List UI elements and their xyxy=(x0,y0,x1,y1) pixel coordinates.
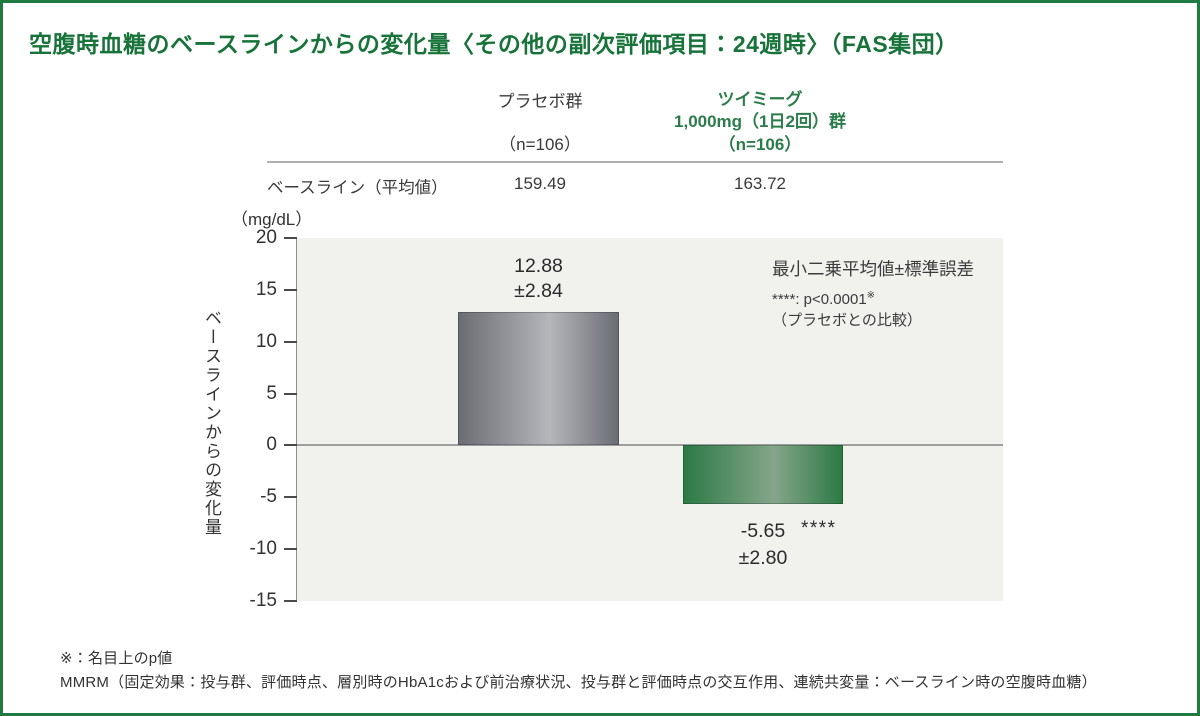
legend-pvalue-sup: ※ xyxy=(866,290,876,301)
twymeeg-bar-value: -5.65 **** xyxy=(683,518,843,545)
y-tick-label: 20 xyxy=(255,227,277,248)
twymeeg-bar xyxy=(683,445,843,505)
baseline-value-twymeeg: 163.72 xyxy=(734,174,786,193)
header-divider xyxy=(267,161,1003,163)
legend-comparison-note: （プラセボとの比較） xyxy=(772,312,922,329)
placebo-bar-value: 12.88 xyxy=(514,255,563,277)
legend-pvalue-text: ****: p<0.0001 xyxy=(772,291,867,308)
column-header-placebo-n: （n=106） xyxy=(499,135,581,154)
y-tick-mark xyxy=(284,340,297,343)
y-tick-mark xyxy=(284,496,297,499)
placebo-bar-label: 12.88 ±2.84 xyxy=(458,254,619,304)
y-tick-mark xyxy=(284,237,297,239)
footnote-mmrm: MMRM（固定効果：投与群、評価時点、層別時のHbA1cおよび前治療状況、投与群… xyxy=(60,674,1097,691)
placebo-bar xyxy=(458,311,619,446)
y-tick-label: -5 xyxy=(260,486,277,508)
y-tick-mark xyxy=(284,600,297,602)
y-tick-mark xyxy=(284,444,297,447)
twymeeg-bar-value-text: -5.65 xyxy=(740,520,786,542)
y-tick-label: -10 xyxy=(249,538,277,560)
y-axis-title: ベースラインからの変化量 xyxy=(202,309,221,537)
y-tick-label: 15 xyxy=(255,278,277,300)
page-title: 空腹時血糖のベースラインからの変化量〈その他の副次評価項目：24週時〉（FAS集… xyxy=(29,31,959,57)
y-tick-mark xyxy=(284,392,297,395)
y-tick-mark xyxy=(284,548,297,551)
baseline-row-label: ベースライン（平均値） xyxy=(267,179,448,197)
zero-baseline xyxy=(297,444,1003,447)
column-header-placebo: プラセボ群 xyxy=(497,92,583,111)
baseline-value-placebo: 159.49 xyxy=(514,174,566,193)
y-tick-label: 10 xyxy=(255,330,277,352)
column-header-twymeeg-dose: 1,000mg（1日2回）群 xyxy=(674,112,846,131)
y-tick-label: -15 xyxy=(249,590,277,611)
column-header-twymeeg-n: （n=106） xyxy=(718,135,802,154)
plot-area: 12.88 ±2.84 -5.65 **** ±2.80 最小二乗平均値±標準誤… xyxy=(250,227,1003,611)
column-header-twymeeg: ツイミーグ xyxy=(717,90,803,109)
y-tick-mark xyxy=(284,288,297,291)
placebo-bar-se: ±2.84 xyxy=(514,280,563,302)
legend-lsmean-note: 最小二乗平均値±標準誤差 xyxy=(772,259,975,279)
significance-stars: **** xyxy=(801,518,837,539)
y-axis-unit: （mg/dL） xyxy=(231,210,313,229)
y-tick-label: 5 xyxy=(266,382,277,404)
twymeeg-bar-se: ±2.80 xyxy=(738,547,788,569)
twymeeg-bar-label: -5.65 **** ±2.80 xyxy=(683,518,843,572)
legend-pvalue-note: ****: p<0.0001※ xyxy=(772,290,875,308)
y-tick-label: 0 xyxy=(266,434,277,456)
footnote-nominal-p: ※：名目上のp値 xyxy=(60,650,173,667)
